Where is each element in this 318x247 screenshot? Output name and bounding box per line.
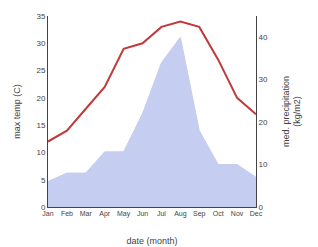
svg-text:Jun: Jun [137,210,148,217]
svg-text:15: 15 [36,121,45,130]
svg-text:date (month): date (month) [126,236,177,246]
svg-text:10: 10 [36,148,45,157]
svg-text:30: 30 [36,39,45,48]
svg-text:40: 40 [259,33,268,42]
svg-text:May: May [117,210,131,218]
svg-text:35: 35 [36,12,45,21]
svg-text:Oct: Oct [213,210,224,217]
svg-text:30: 30 [259,75,268,84]
svg-text:5: 5 [41,176,46,185]
svg-text:25: 25 [36,66,45,75]
svg-text:Apr: Apr [99,210,111,218]
svg-text:Jul: Jul [157,210,166,217]
svg-text:Mar: Mar [80,210,93,217]
svg-text:Nov: Nov [231,210,244,217]
svg-text:Dec: Dec [250,210,263,217]
svg-text:Aug: Aug [174,210,187,218]
svg-text:med. precipitation(kg/m2): med. precipitation(kg/m2) [281,76,303,147]
svg-text:20: 20 [259,118,268,127]
svg-text:Feb: Feb [61,210,73,217]
svg-text:Sep: Sep [193,210,206,218]
svg-text:10: 10 [259,160,268,169]
svg-text:Jan: Jan [42,210,53,217]
svg-text:20: 20 [36,94,45,103]
svg-text:0: 0 [41,203,46,212]
svg-text:0: 0 [259,203,264,212]
svg-text:max temp (C): max temp (C) [12,84,22,139]
